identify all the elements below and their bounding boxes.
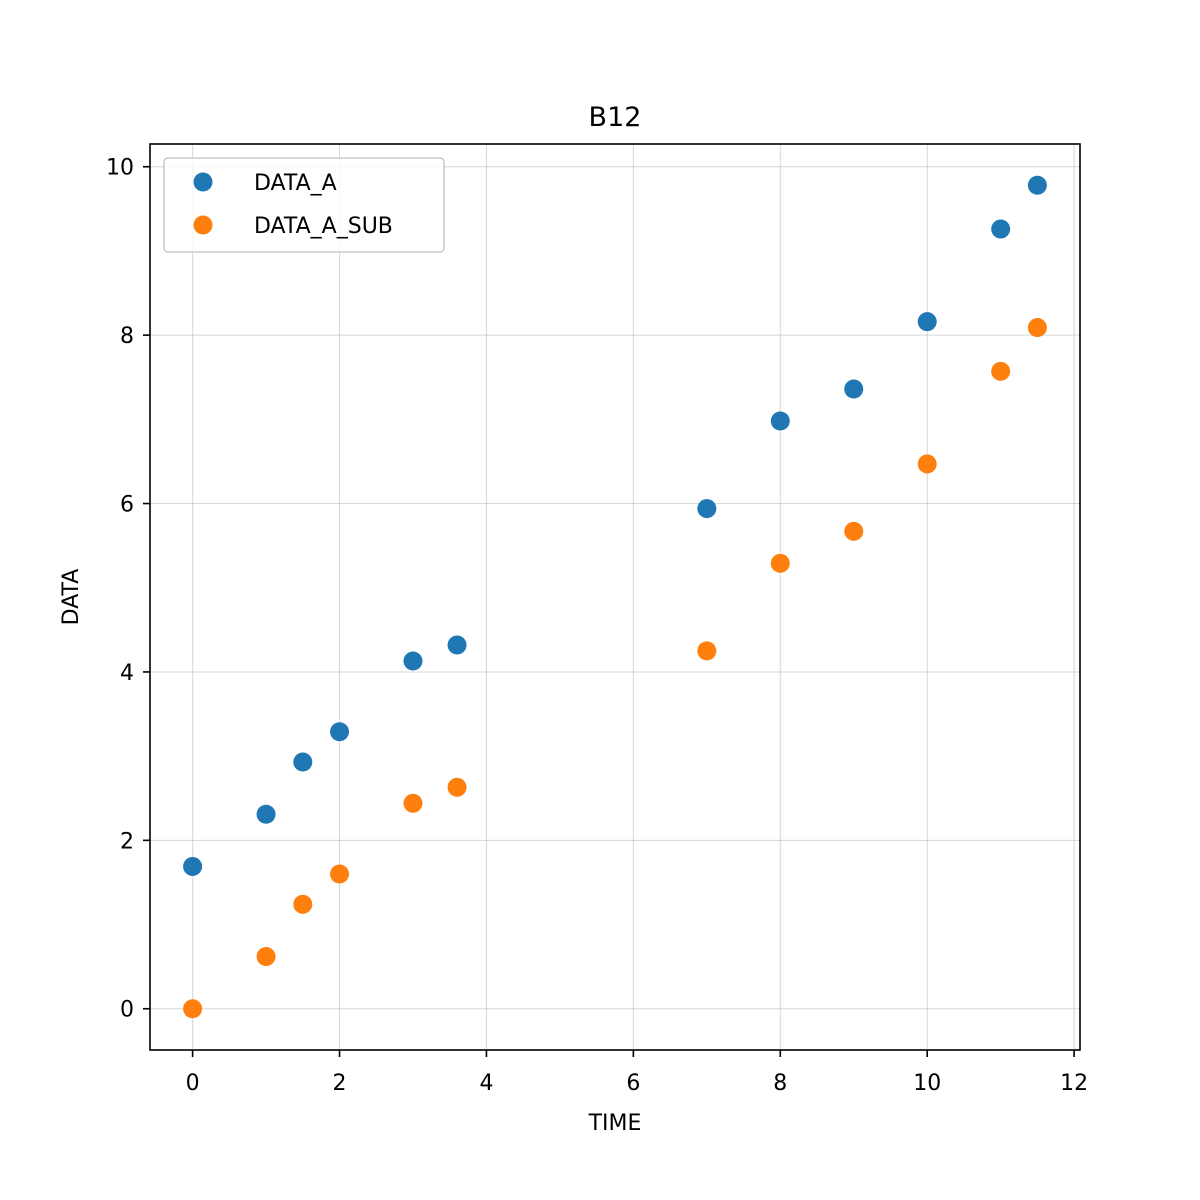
data-a-point bbox=[330, 722, 350, 742]
y-tick-label: 10 bbox=[106, 156, 134, 181]
x-tick-label: 0 bbox=[186, 1071, 200, 1096]
x-tick-label: 4 bbox=[479, 1071, 493, 1096]
data-a-sub-point bbox=[330, 864, 350, 884]
legend-label-data-a: DATA_A bbox=[254, 171, 337, 196]
x-tick-label: 6 bbox=[626, 1071, 640, 1096]
data-a-sub-point bbox=[1027, 318, 1047, 338]
legend-marker-data-a-sub bbox=[193, 215, 213, 235]
data-a-point bbox=[447, 635, 467, 655]
chart-title: B12 bbox=[589, 102, 642, 133]
data-a-sub-point bbox=[403, 793, 423, 813]
data-a-sub-point bbox=[844, 521, 864, 541]
x-axis-label: TIME bbox=[588, 1111, 642, 1136]
data-a-point bbox=[697, 499, 717, 519]
data-a-sub-point bbox=[991, 361, 1011, 381]
data-a-sub-point bbox=[183, 999, 203, 1019]
grid bbox=[150, 144, 1080, 1050]
data-a-sub-point bbox=[293, 894, 313, 914]
data-a-sub-point bbox=[256, 947, 276, 967]
y-tick-label: 4 bbox=[120, 661, 134, 686]
data-a-point bbox=[991, 219, 1011, 239]
y-tick-label: 8 bbox=[120, 324, 134, 349]
data-a-point bbox=[183, 856, 203, 876]
x-tick-label: 8 bbox=[773, 1071, 787, 1096]
data-a-point bbox=[844, 379, 864, 399]
y-axis-label: DATA bbox=[59, 569, 84, 626]
data-a-sub-point bbox=[697, 641, 717, 661]
legend-box bbox=[163, 157, 445, 253]
legend-marker-data-a bbox=[193, 172, 213, 192]
data-a-sub-point bbox=[770, 553, 790, 573]
data-a-point bbox=[256, 804, 276, 824]
data-a-point bbox=[917, 312, 937, 332]
y-tick-label: 0 bbox=[120, 998, 134, 1023]
x-tick-label: 12 bbox=[1060, 1071, 1088, 1096]
data-points bbox=[183, 175, 1047, 1019]
x-tick-label: 10 bbox=[913, 1071, 941, 1096]
y-tick-label: 6 bbox=[120, 493, 134, 518]
data-a-sub-point bbox=[447, 777, 467, 797]
x-tick-label: 2 bbox=[333, 1071, 347, 1096]
y-tick-label: 2 bbox=[120, 829, 134, 854]
data-a-point bbox=[293, 752, 313, 772]
data-a-point bbox=[403, 651, 423, 671]
data-a-point bbox=[1027, 175, 1047, 195]
plot-area-frame bbox=[149, 143, 1081, 1051]
legend: DATA_A DATA_A_SUB bbox=[163, 157, 445, 253]
legend-label-data-a-sub: DATA_A_SUB bbox=[254, 214, 393, 239]
data-a-sub-point bbox=[917, 454, 937, 474]
axis-ticks: 0 2 4 6 8 10 12 0 2 4 6 8 10 bbox=[106, 156, 1088, 1096]
data-a-point bbox=[770, 411, 790, 431]
